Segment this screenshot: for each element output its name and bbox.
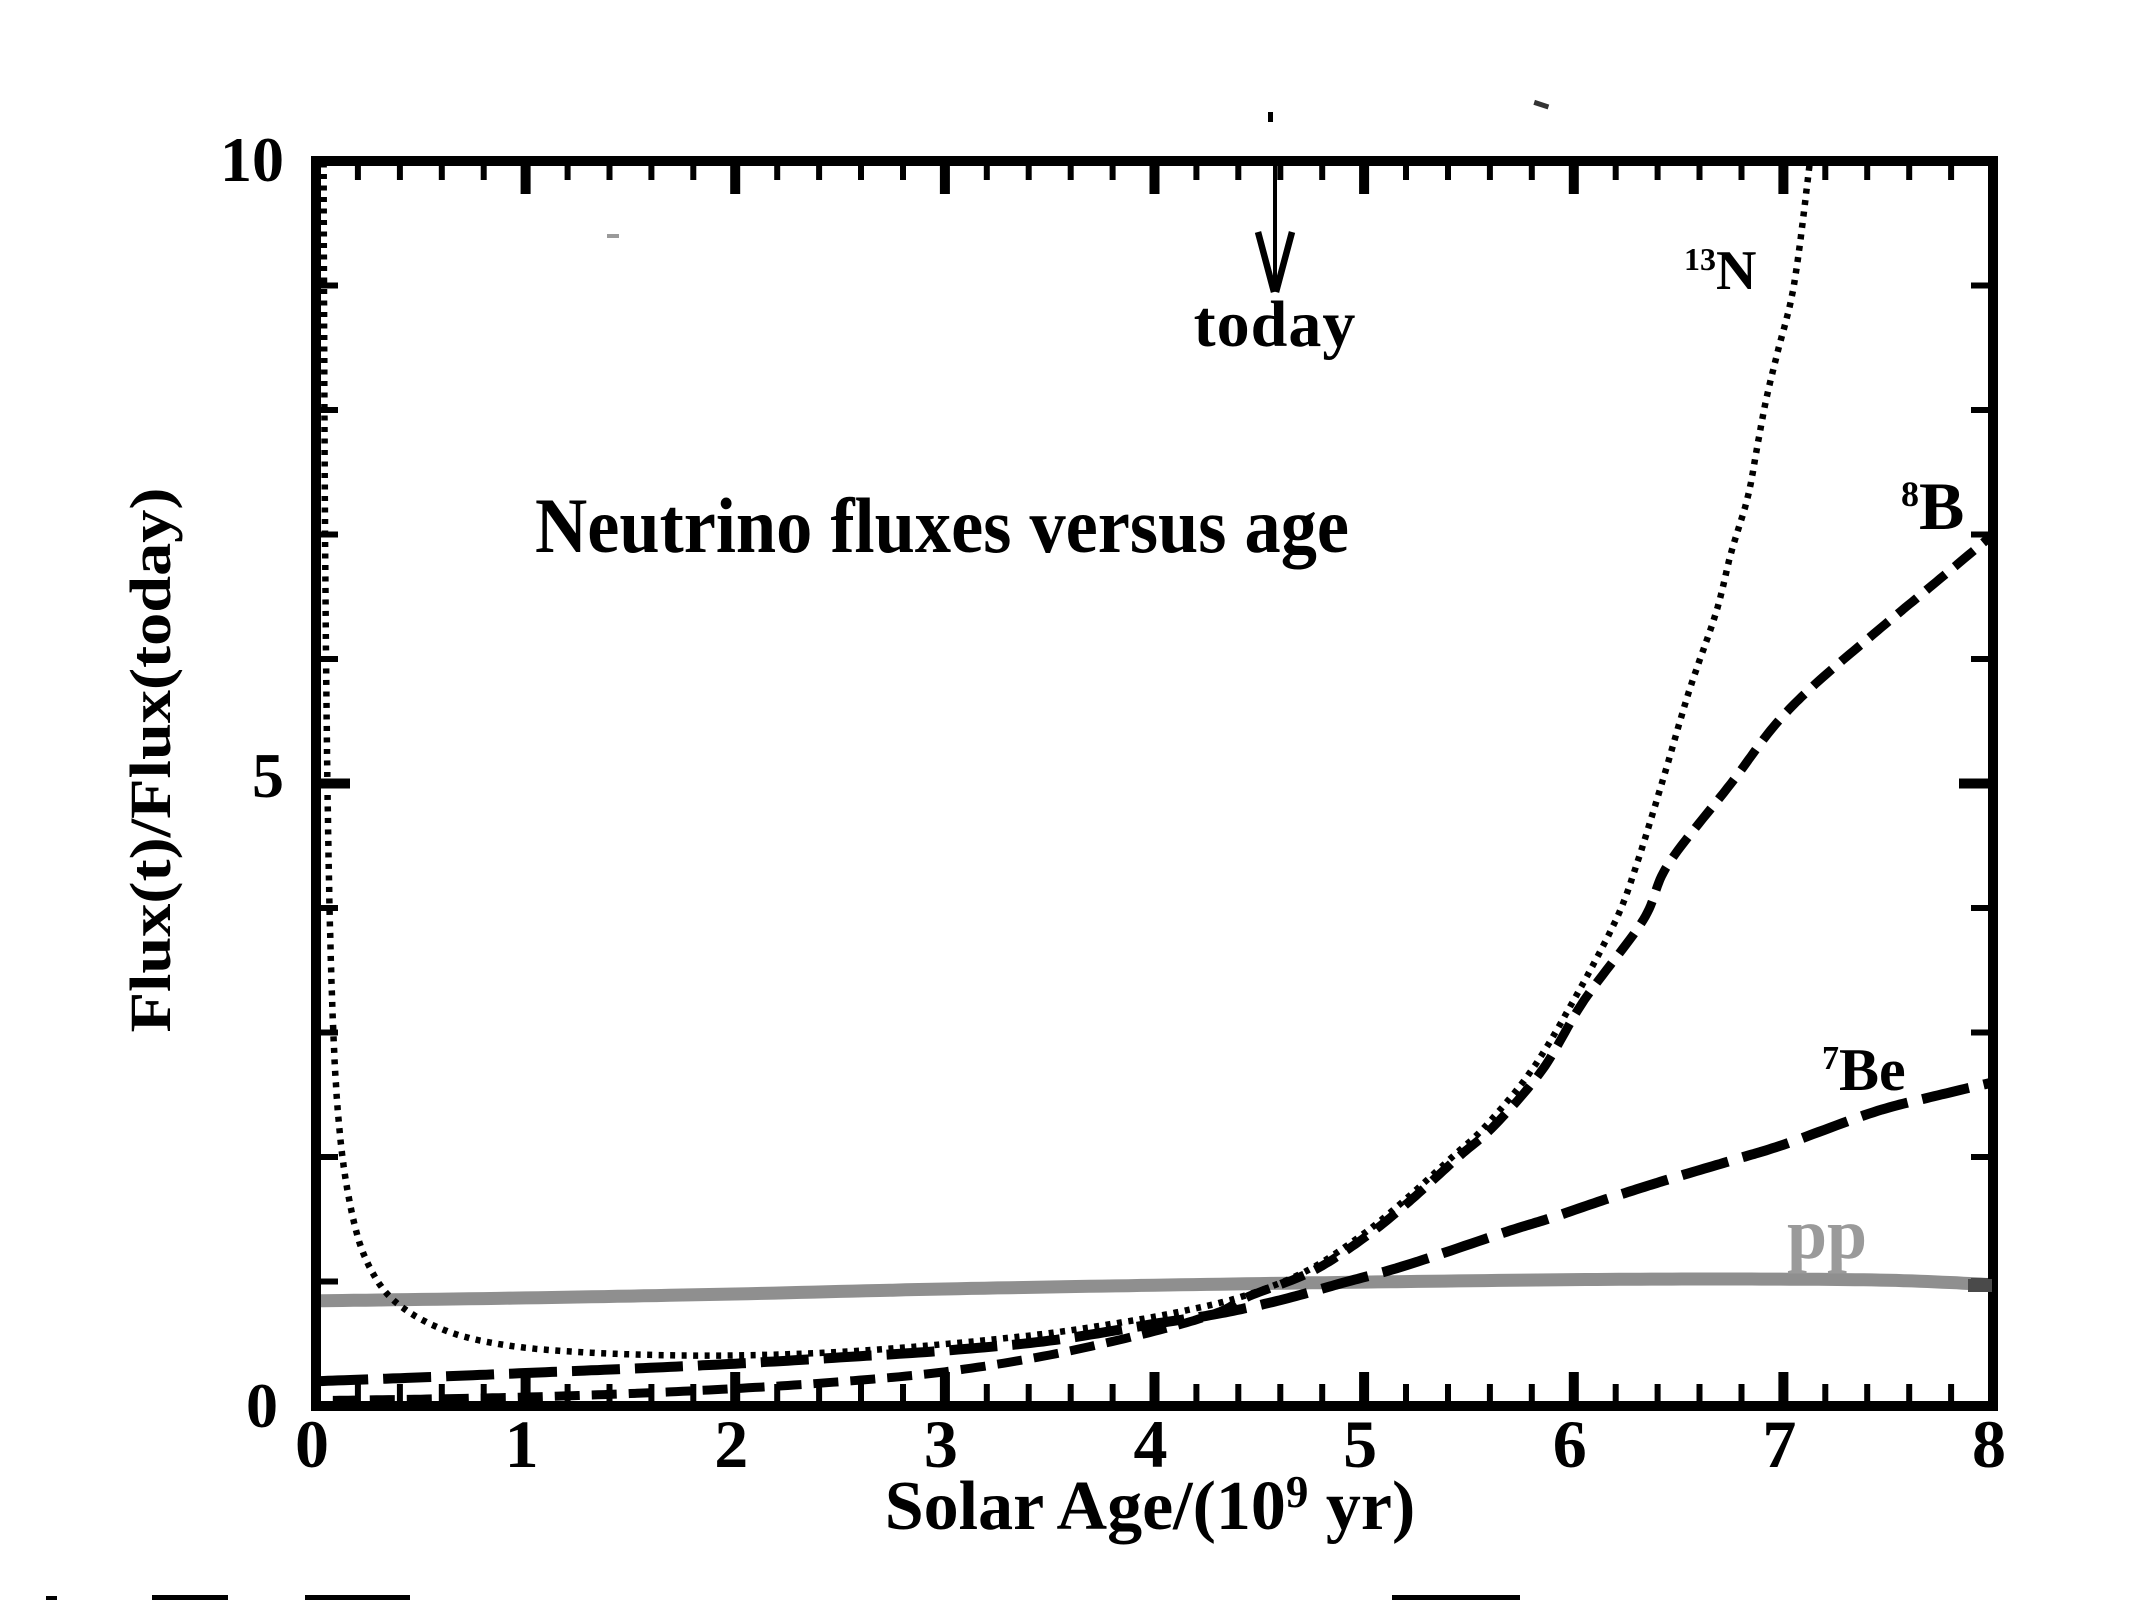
svg-text:7: 7 (1762, 1406, 1796, 1482)
svg-text:7Be: 7Be (1822, 1037, 1906, 1103)
svg-text:0: 0 (246, 1370, 278, 1441)
svg-text:1: 1 (505, 1406, 539, 1482)
svg-text:6: 6 (1553, 1406, 1587, 1482)
svg-text:5: 5 (1343, 1406, 1377, 1482)
svg-text:2: 2 (714, 1406, 748, 1482)
svg-text:today: today (1194, 288, 1357, 361)
svg-text:0: 0 (295, 1406, 329, 1482)
svg-text:10: 10 (220, 124, 284, 195)
svg-text:5: 5 (252, 740, 284, 811)
svg-text:pp: pp (1787, 1194, 1867, 1274)
svg-text:Solar Age/(109 yr): Solar Age/(109 yr) (885, 1467, 1416, 1545)
svg-text:Flux(t)/Flux(today): Flux(t)/Flux(today) (118, 488, 183, 1033)
svg-text:3: 3 (924, 1406, 958, 1482)
svg-text:8B: 8B (1901, 468, 1964, 544)
svg-text:4: 4 (1134, 1406, 1168, 1482)
svg-text:13N: 13N (1684, 240, 1756, 302)
svg-text:Neutrino fluxes versus age: Neutrino fluxes versus age (535, 482, 1349, 569)
svg-text:8: 8 (1972, 1406, 2006, 1482)
